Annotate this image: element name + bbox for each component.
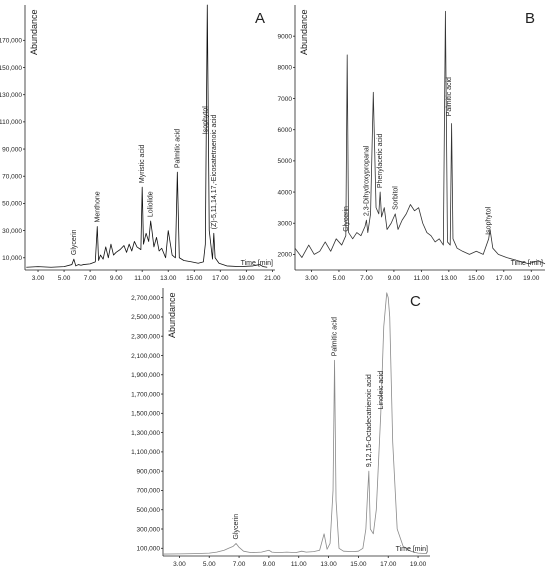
y-tick-label: 130,000: [0, 92, 22, 99]
y-tick-label: 50,000: [2, 201, 22, 208]
chromatogram-line: [162, 292, 428, 555]
x-tick-label: 9.00: [388, 275, 401, 282]
y-tick-label: 2,700,000: [131, 295, 160, 302]
y-tick-label: 7000: [278, 96, 293, 103]
peak-label: Palmitic acid: [332, 317, 339, 356]
peak-label: Palmitic acid: [446, 77, 453, 116]
x-tick-label: 9.00: [110, 275, 123, 282]
y-tick-label: 9000: [278, 33, 293, 40]
peak-label: Linoleic acid: [378, 371, 385, 410]
x-tick-label: 5.00: [58, 275, 71, 282]
x-tick-label: 11.00: [291, 561, 307, 568]
chromatogram-line: [294, 10, 546, 265]
y-axis-label: Abundance: [167, 292, 177, 338]
y-tick-label: 500,000: [137, 507, 161, 514]
y-tick-label: 5000: [278, 158, 293, 165]
y-tick-label: 1,700,000: [131, 391, 160, 398]
y-tick-label: 3000: [278, 221, 293, 228]
x-tick-label: 15.00: [468, 275, 485, 282]
x-tick-label: 11.00: [413, 275, 429, 282]
y-tick-label: 1,100,000: [131, 449, 160, 456]
x-tick-label: 17.00: [212, 275, 229, 282]
peak-label: Glycerin: [343, 206, 350, 232]
y-tick-label: 2,100,000: [131, 353, 160, 360]
x-tick-label: 7.00: [360, 275, 373, 282]
y-tick-label: 8000: [278, 65, 293, 72]
peak-label: 2,3-Dihydroxypropanal: [363, 145, 370, 216]
peak-label: Glycerin: [233, 514, 240, 540]
peak-label: Glycerin: [71, 229, 78, 255]
x-tick-label: 19.00: [410, 561, 427, 568]
y-tick-label: 1,300,000: [131, 430, 160, 437]
x-tick-label: 15.00: [186, 275, 203, 282]
x-tick-label: 7.00: [84, 275, 97, 282]
x-tick-label: 3.00: [305, 275, 318, 282]
x-tick-label: 15.00: [350, 561, 367, 568]
chromatogram-line: [26, 4, 268, 268]
peak-label: Loliolide: [148, 191, 155, 217]
y-tick-label: 900,000: [137, 468, 161, 475]
x-tick-label: 9.00: [263, 561, 276, 568]
x-tick-label: 3.00: [32, 275, 45, 282]
y-tick-label: 700,000: [137, 488, 161, 495]
x-tick-label: 13.00: [320, 561, 337, 568]
panel-label: A: [255, 10, 265, 27]
panel-label: B: [525, 10, 535, 27]
y-tick-label: 300,000: [137, 526, 161, 533]
x-tick-label: 13.00: [160, 275, 177, 282]
x-axis-label: Time [min]: [511, 260, 543, 267]
y-tick-label: 170,000: [0, 38, 22, 45]
peak-label: Myristic acid: [139, 144, 146, 183]
y-tick-label: 1,500,000: [131, 411, 160, 418]
peak-label: Isophytol: [486, 206, 493, 234]
y-tick-label: 2000: [278, 252, 293, 259]
y-tick-label: 6000: [278, 127, 293, 134]
x-tick-label: 11.00: [134, 275, 150, 282]
x-axis-label: Time [min]: [396, 546, 428, 553]
x-tick-label: 7.00: [233, 561, 246, 568]
peak-label: Palmitic acid: [174, 129, 181, 168]
peak-label: Phenylacetic acid: [377, 133, 384, 188]
x-axis-label: Time [min]: [241, 260, 273, 267]
peak-label: Isophytol: [202, 106, 209, 134]
peak-label: Menthone: [94, 191, 101, 222]
y-tick-label: 110,000: [0, 119, 22, 126]
x-tick-label: 19.00: [238, 275, 255, 282]
x-tick-label: 3.00: [173, 561, 186, 568]
x-tick-label: 17.00: [380, 561, 397, 568]
y-tick-label: 70,000: [2, 174, 22, 181]
y-axis-label: Abundance: [29, 9, 39, 55]
y-tick-label: 30,000: [2, 228, 22, 235]
y-tick-label: 10,000: [2, 255, 22, 262]
x-tick-label: 13.00: [441, 275, 458, 282]
peak-label: Sorbitol: [392, 186, 399, 210]
peak-label: 9,12,15-Octadecatrienoic acid: [366, 374, 373, 467]
y-axis-label: Abundance: [299, 9, 309, 55]
x-tick-label: 19.00: [523, 275, 540, 282]
peak-label: (Z)-5,11,14,17,-Eicosatetraenoic acid: [211, 115, 218, 230]
y-tick-label: 150,000: [0, 65, 22, 72]
x-tick-label: 5.00: [333, 275, 346, 282]
y-tick-label: 1,900,000: [131, 372, 160, 379]
y-tick-label: 4000: [278, 189, 293, 196]
x-tick-label: 5.00: [203, 561, 216, 568]
x-tick-label: 17.00: [496, 275, 513, 282]
y-tick-label: 100,000: [137, 546, 161, 553]
panel-label: C: [410, 293, 421, 310]
y-tick-label: 2,300,000: [131, 334, 160, 341]
x-tick-label: 21.00: [264, 275, 281, 282]
y-tick-label: 2,500,000: [131, 314, 160, 321]
y-tick-label: 90,000: [2, 146, 22, 153]
